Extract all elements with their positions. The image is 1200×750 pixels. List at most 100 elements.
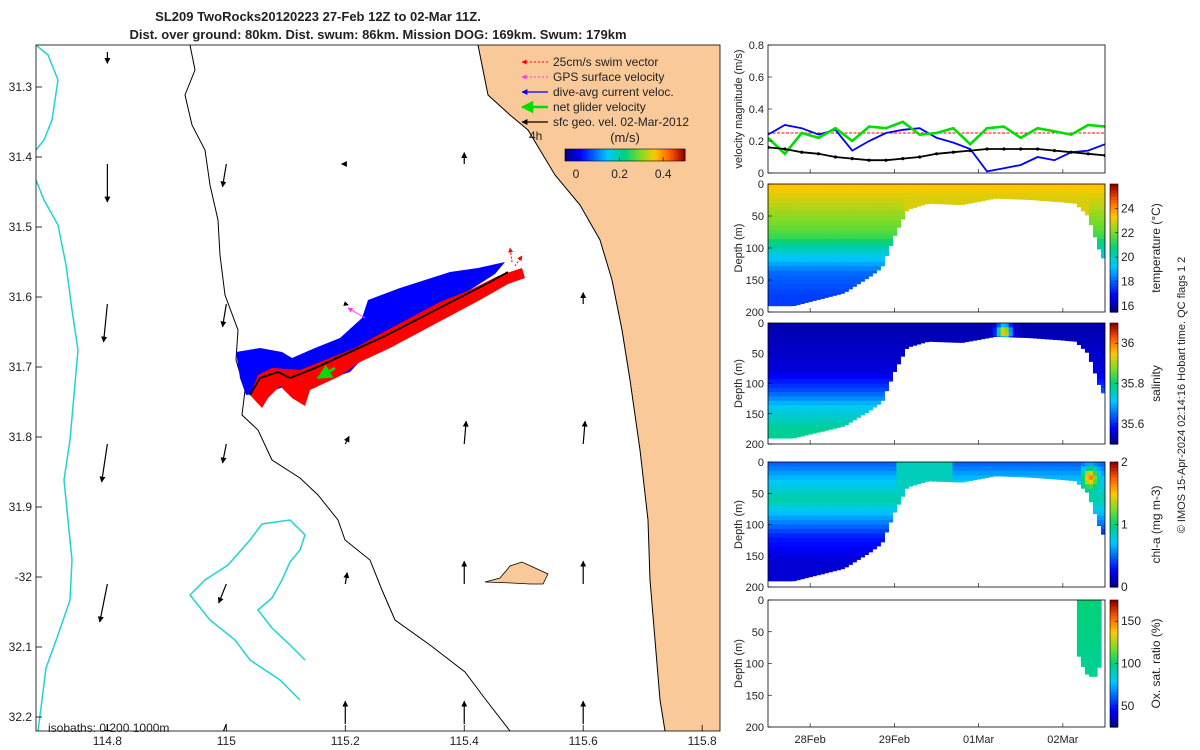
salinity-cell [776,422,781,428]
chl-a-cell [824,488,829,494]
chl-a-cell [820,546,825,552]
map-colorbar-cell [593,149,596,161]
temperature-cell [768,193,773,199]
temperature-cell [952,202,958,205]
chl-a-cell [1036,462,1042,468]
salinity-cell [868,357,873,363]
temperature-cell [816,293,821,299]
chl-a-cell [952,475,958,481]
salinity-cell [976,335,982,340]
chl-a-cell [872,484,877,490]
chl-a-cell [936,462,942,468]
chl-a-cell [816,479,821,485]
oxygen-cell [1092,636,1098,642]
temperature-cell [820,243,825,249]
credit-label: © IMOS 15-Apr-2024 02:14:16 Hobart time.… [1176,257,1188,534]
chl-a-cell [872,466,877,472]
salinity-cell [800,396,805,402]
chl-a-cell [844,479,849,485]
chl-a-cell [912,479,918,485]
temperature-cell [908,197,914,203]
temperature-cell [1044,184,1050,190]
salinity-cell [804,340,809,346]
salinity-cell [800,383,805,389]
chl-a-cell [780,537,785,543]
chl-a-cell [792,475,797,481]
temperature-cell [1100,202,1105,208]
temperature-cell [796,216,801,222]
salinity-cell [1068,331,1074,337]
salinity-cell [792,344,797,350]
salinity-cell [956,331,962,337]
salinity-cell [780,366,785,372]
salinity-cell [836,400,841,406]
temperature-cell [848,284,853,290]
chl-a-cell [776,502,781,508]
temperature-cell [804,216,809,222]
chl-a-cell [900,466,906,472]
chl-a-cell [776,520,781,526]
salinity-cell [800,400,805,406]
temperature-cell [844,197,849,203]
chl-a-cell [832,462,837,468]
temperature-cell [868,216,873,222]
chl-a-cell [992,462,998,468]
salinity-cell [788,383,793,389]
velocity-point [901,157,905,161]
chl-a-cell [776,528,781,535]
salinity-cell [1100,340,1105,346]
salinity-cell [1096,370,1102,376]
chl-a-cell [788,506,793,512]
oxygen-colorbar-cell [1110,717,1118,722]
salinity-cell [864,348,869,354]
salinity-colorbar-cell [1110,356,1118,360]
temperature-cell [892,197,897,203]
temperature-cell [780,202,785,208]
chl-a-cell [820,573,825,575]
temperature-cell [772,298,777,304]
chl-a-cell [852,502,857,508]
salinity-cell [768,431,773,436]
salinity-cell [808,400,813,406]
chl-a-cell [788,511,793,517]
salinity-cell [992,335,998,338]
salinity-cell [892,370,897,372]
salinity-cell [848,331,853,337]
map-y-tick-label: 32.1 [9,640,33,654]
chl-a-cell [824,462,829,468]
salinity-cell [852,409,857,415]
temperature-colorbar-cell [1110,184,1118,188]
map-colorbar-cell [669,149,672,161]
salinity-cell [816,348,821,354]
chl-a-cell [1000,462,1006,468]
salinity-cell [1024,331,1030,337]
salinity-cell [1064,323,1070,328]
salinity-colorbar-cell [1110,392,1118,397]
temperature-cell [816,202,821,208]
chl-a-cell [800,484,805,490]
salinity-cell [784,323,789,328]
chl-a-cell [836,470,841,476]
salinity-cell [836,323,841,328]
chl-a-cell [1056,462,1062,468]
temperature-cell [864,193,869,199]
oxygen-colorbar-cell [1110,647,1118,652]
chl-a-cell [780,520,785,526]
temperature-cell [892,206,897,213]
temperature-cell [876,229,881,235]
velocity-point [918,155,922,159]
temperature-cell [892,220,897,226]
chl-a-cell [844,466,849,472]
chl-a-cell [816,470,821,476]
chl-a-cell [896,484,901,490]
salinity-cell [828,409,833,415]
chl-a-cell [876,466,881,472]
temperature-colorbar-cell [1110,222,1118,227]
temperature-cell [848,188,853,194]
salinity-cell [824,379,829,385]
chl-a-cell [888,493,893,499]
chl-a-cell [868,511,873,517]
salinity-cell [772,331,777,337]
salinity-cell [912,331,918,337]
salinity-cell [1100,335,1105,341]
